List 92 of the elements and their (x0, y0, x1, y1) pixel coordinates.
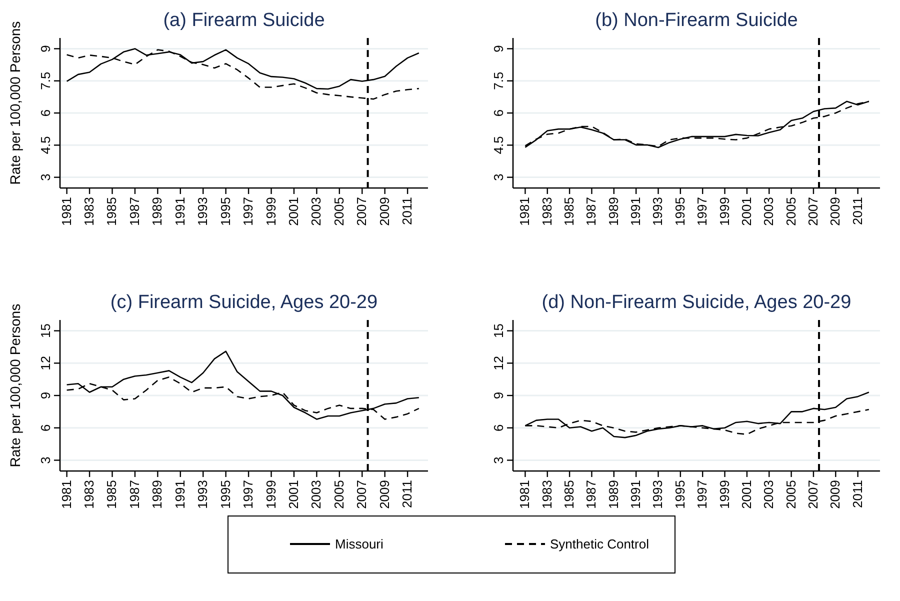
x-tick-label: 2009 (828, 197, 843, 226)
x-tick-label: 2011 (850, 480, 865, 508)
x-tick-label: 1999 (263, 197, 278, 226)
x-tick-label: 1997 (240, 197, 256, 226)
x-tick-label: 2001 (286, 480, 301, 509)
x-tick-label: 1993 (650, 197, 666, 226)
x-tick-label: 2003 (308, 480, 324, 509)
chart-title: (c) Firearm Suicide, Ages 20-29 (110, 292, 378, 313)
x-tick-label: 1995 (218, 480, 233, 509)
x-tick-label: 1981 (517, 197, 532, 226)
y-tick-label: 7.5 (491, 72, 506, 90)
x-tick-label: 2001 (738, 480, 754, 509)
x-tick-label: 2007 (354, 480, 370, 509)
x-tick-label: 2011 (400, 480, 415, 508)
x-tick-label: 1985 (562, 480, 577, 509)
y-tick-label: 3 (38, 174, 53, 181)
x-tick-label: 1987 (126, 197, 142, 226)
x-tick-label: 1985 (104, 197, 120, 226)
chart-title: (d) Non-Firearm Suicide, Ages 20-29 (542, 292, 852, 313)
y-tick-label: 9 (38, 45, 53, 52)
x-tick-label: 1987 (584, 197, 599, 226)
x-tick-label: 2009 (376, 197, 392, 226)
x-tick-label: 1995 (672, 197, 688, 226)
x-tick-label: 1997 (694, 197, 710, 226)
x-tick-label: 2003 (761, 197, 776, 226)
x-tick-label: 2007 (805, 480, 820, 509)
x-tick-label: 1991 (628, 197, 644, 226)
x-tick-label: 2011 (850, 197, 865, 225)
x-tick-label: 1993 (195, 480, 210, 509)
x-tick-label: 2005 (783, 197, 798, 226)
x-tick-label: 2003 (761, 480, 776, 509)
y-tick-label: 3 (491, 174, 506, 181)
x-tick-label: 1993 (650, 480, 666, 509)
x-tick-label: 2001 (286, 197, 301, 226)
y-tick-label: 9 (38, 392, 53, 400)
x-tick-label: 1995 (218, 197, 233, 226)
x-tick-label: 1987 (584, 480, 599, 509)
x-tick-label: 1983 (82, 197, 97, 226)
x-tick-label: 1985 (562, 197, 577, 226)
y-axis-title: Rate per 100,000 Persons (7, 21, 23, 185)
y-tick-label: 6 (38, 424, 53, 432)
x-tick-label: 1985 (104, 480, 120, 509)
x-tick-label: 1983 (539, 197, 554, 226)
x-tick-label: 1991 (172, 480, 188, 509)
y-tick-label: 4.5 (38, 136, 53, 154)
y-tick-label: 12 (38, 356, 53, 370)
legend-label: Missouri (335, 536, 384, 552)
x-tick-label: 1991 (172, 197, 188, 226)
x-tick-label: 2005 (331, 197, 346, 226)
x-tick-label: 1987 (126, 480, 142, 509)
x-tick-label: 1983 (539, 480, 554, 509)
y-tick-label: 12 (491, 356, 506, 370)
x-tick-label: 1997 (694, 480, 710, 509)
x-tick-label: 1989 (606, 480, 621, 509)
x-tick-label: 2009 (828, 480, 843, 509)
x-tick-label: 1995 (672, 480, 688, 509)
x-tick-label: 1997 (240, 480, 256, 509)
x-tick-label: 2005 (783, 480, 798, 509)
chart-title: (a) Firearm Suicide (163, 10, 325, 31)
y-tick-label: 15 (38, 324, 53, 338)
x-tick-label: 2009 (376, 480, 392, 509)
x-tick-label: 1999 (716, 480, 732, 509)
x-tick-label: 2005 (331, 480, 346, 509)
legend-label: Synthetic Control (550, 536, 650, 552)
x-tick-label: 1999 (716, 197, 732, 226)
x-tick-label: 1999 (263, 480, 278, 509)
x-tick-label: 1989 (150, 480, 165, 509)
chart-title: (b) Non-Firearm Suicide (595, 10, 798, 31)
y-tick-label: 3 (491, 456, 506, 464)
x-tick-label: 1991 (628, 480, 644, 509)
y-tick-label: 4.5 (491, 136, 506, 154)
x-tick-label: 2011 (400, 197, 415, 225)
x-tick-label: 1983 (82, 480, 97, 509)
x-tick-label: 2007 (805, 197, 820, 226)
x-tick-label: 1989 (606, 197, 621, 226)
x-tick-label: 1981 (58, 197, 74, 226)
y-tick-label: 7.5 (38, 72, 53, 90)
x-tick-label: 1993 (195, 197, 210, 226)
x-tick-label: 1981 (58, 480, 74, 509)
x-tick-label: 2007 (354, 197, 370, 226)
y-tick-label: 6 (491, 424, 506, 432)
x-tick-label: 1989 (150, 197, 165, 226)
y-tick-label: 3 (38, 456, 53, 464)
x-tick-label: 2003 (308, 197, 324, 226)
y-tick-label: 6 (38, 109, 53, 117)
y-axis-title: Rate per 100,000 Persons (7, 304, 23, 468)
y-tick-label: 15 (491, 324, 506, 338)
y-tick-label: 9 (491, 45, 506, 52)
x-tick-label: 2001 (738, 197, 754, 226)
y-tick-label: 6 (491, 109, 506, 117)
y-tick-label: 9 (491, 392, 506, 400)
x-tick-label: 1981 (517, 480, 532, 509)
